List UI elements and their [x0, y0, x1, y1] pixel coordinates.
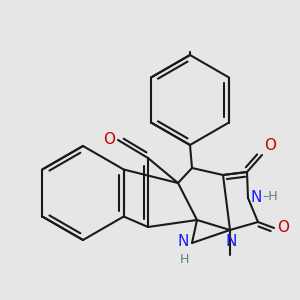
Text: O: O: [264, 138, 276, 153]
Text: N: N: [225, 234, 237, 249]
Text: H: H: [180, 253, 189, 266]
Text: –H: –H: [262, 190, 278, 203]
Text: O: O: [277, 220, 289, 236]
Text: N: N: [251, 190, 262, 205]
Text: O: O: [103, 131, 115, 146]
Text: N: N: [178, 235, 189, 250]
